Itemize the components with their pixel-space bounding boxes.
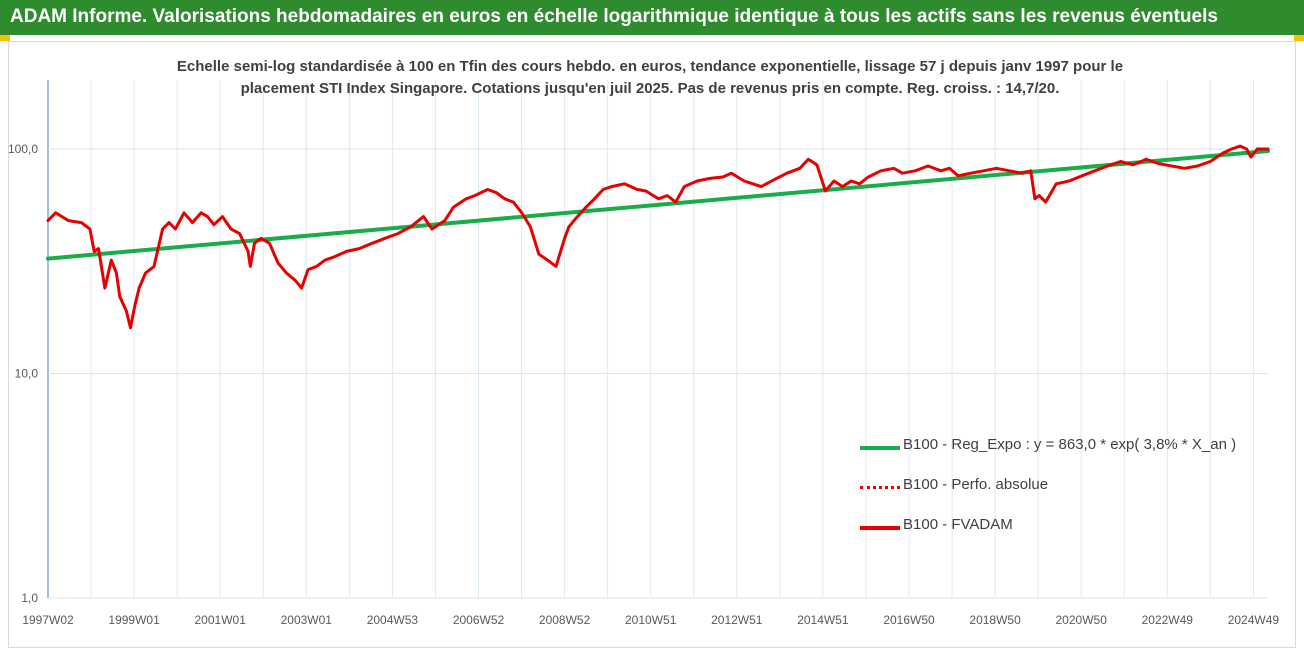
fvadam-series [46,144,1270,330]
x-tick-label: 1997W02 [22,613,74,627]
chart-subtitle: Echelle semi-log standardisée à 100 en T… [150,56,1150,100]
x-tick-label: 2012W51 [711,613,763,627]
x-tick-label: 2010W51 [625,613,677,627]
legend-swatch-trend [860,446,900,450]
x-tick-label: 2020W50 [1056,613,1108,627]
x-tick-label: 1999W01 [108,613,160,627]
legend-swatch-fvadam [860,526,900,530]
x-tick-label: 2004W53 [367,613,419,627]
x-tick-label: 2006W52 [453,613,505,627]
y-tick-label: 100,0 [8,142,38,156]
banner-accent-right [1294,35,1304,41]
x-tick-label: 2016W50 [883,613,935,627]
banner-accent-left [0,35,10,41]
x-tick-label: 2022W49 [1142,613,1194,627]
trend-line-series [46,149,1270,261]
legend-label-fvadam: B100 - FVADAM [903,516,1013,533]
subtitle-line-2: placement STI Index Singapore. Cotations… [240,80,1060,97]
x-tick-label: 2024W49 [1228,613,1280,627]
x-tick-label: 2018W50 [969,613,1021,627]
x-tick-label: 2003W01 [281,613,333,627]
legend-label-perfo: B100 - Perfo. absolue [903,476,1049,493]
x-tick-label: 2001W01 [195,613,247,627]
title-banner: ADAM Informe. Valorisations hebdomadaire… [0,0,1304,35]
legend-label-trend: B100 - Reg_Expo : y = 863,0 * exp( 3,8% … [903,436,1237,453]
banner-title: ADAM Informe. Valorisations hebdomadaire… [10,6,1218,27]
subtitle-line-1: Echelle semi-log standardisée à 100 en T… [176,58,1124,75]
x-tick-label: 2014W51 [797,613,849,627]
y-tick-label: 1,0 [21,591,38,605]
legend-swatch-perfo [860,486,900,489]
x-tick-label: 2008W52 [539,613,591,627]
y-tick-label: 10,0 [15,367,39,381]
